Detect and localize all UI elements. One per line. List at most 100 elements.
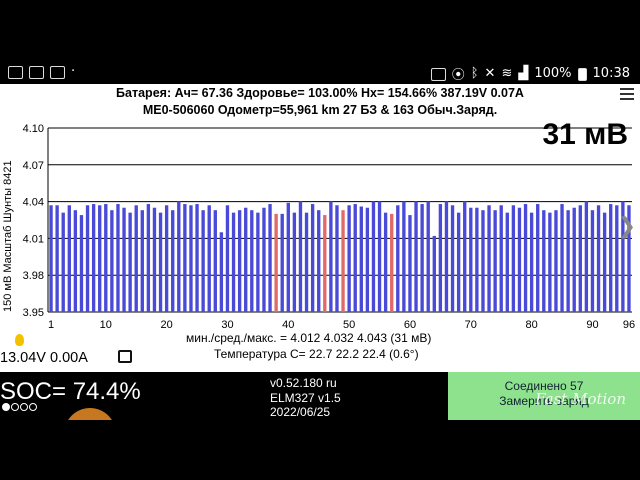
cell-bar[interactable]	[67, 205, 71, 312]
cell-bar[interactable]	[201, 210, 205, 312]
calendar-icon[interactable]	[118, 350, 132, 363]
cell-bar[interactable]	[621, 201, 625, 312]
lightbulb-icon[interactable]	[15, 334, 24, 346]
cell-bar[interactable]	[371, 201, 376, 312]
cell-bar[interactable]	[189, 205, 193, 312]
cell-bar[interactable]	[499, 205, 503, 312]
cell-bar[interactable]	[444, 201, 449, 312]
cell-bar[interactable]	[122, 207, 126, 312]
cell-bar-shunted[interactable]	[390, 213, 394, 312]
cell-bar[interactable]	[304, 212, 309, 312]
cell-bar[interactable]	[244, 207, 248, 312]
menu-icon[interactable]	[620, 88, 634, 100]
page-dot[interactable]	[11, 403, 19, 411]
cell-bar-shunted[interactable]	[341, 210, 345, 312]
cell-bar[interactable]	[49, 205, 53, 312]
cell-bar[interactable]	[456, 212, 461, 312]
cell-bar[interactable]	[110, 210, 114, 312]
cell-bar[interactable]	[213, 210, 217, 312]
cell-voltage-chart[interactable]: 4.10 4.07 4.04 4.01 3.98 3.95 1 10 20 30 40 50 60 70 8…	[0, 122, 640, 337]
cell-bar[interactable]	[383, 212, 388, 312]
cell-bar[interactable]	[134, 205, 138, 312]
cell-bar[interactable]	[426, 201, 430, 312]
cell-bar[interactable]	[146, 204, 151, 312]
cell-bar[interactable]	[335, 205, 339, 312]
cell-bar[interactable]	[262, 207, 266, 312]
cell-bar[interactable]	[560, 204, 564, 312]
cell-bar[interactable]	[578, 205, 582, 312]
cell-bar[interactable]	[140, 210, 144, 312]
cell-bar[interactable]	[280, 213, 284, 312]
page-indicator[interactable]	[2, 403, 37, 411]
cell-bar[interactable]	[596, 205, 601, 312]
next-page-arrow-icon[interactable]: ❯	[617, 214, 636, 239]
cell-bar[interactable]	[450, 205, 455, 312]
page-dot[interactable]	[29, 403, 37, 411]
cell-bar[interactable]	[523, 204, 528, 312]
cell-bar[interactable]	[231, 212, 236, 312]
cell-bar[interactable]	[225, 205, 230, 312]
cell-bar-shunted[interactable]	[274, 213, 278, 312]
cell-bar[interactable]	[438, 204, 443, 312]
cell-bar[interactable]	[359, 206, 363, 312]
cell-bar[interactable]	[317, 210, 321, 312]
cell-bar[interactable]	[627, 205, 631, 312]
cell-bar[interactable]	[98, 205, 102, 312]
cell-bar[interactable]	[481, 210, 485, 312]
cell-bar[interactable]	[609, 204, 613, 312]
cell-bar[interactable]	[183, 204, 187, 312]
cell-bar[interactable]	[73, 210, 78, 312]
cell-bar[interactable]	[195, 204, 199, 312]
cell-bar[interactable]	[347, 205, 351, 312]
cell-bar[interactable]	[164, 205, 169, 312]
cell-bar[interactable]	[475, 207, 479, 312]
cell-bar[interactable]	[298, 201, 303, 312]
cell-bar[interactable]	[256, 212, 260, 312]
cell-bar[interactable]	[250, 210, 254, 312]
cell-bar[interactable]	[365, 207, 370, 312]
cell-bar[interactable]	[517, 207, 522, 312]
cell-bar[interactable]	[536, 204, 540, 312]
cell-bar[interactable]	[79, 215, 84, 312]
cell-bar[interactable]	[469, 207, 473, 312]
cell-bar[interactable]	[329, 201, 333, 312]
connection-status-button[interactable]: Соединено 57 Замерить заряд Fast Motion	[448, 372, 640, 420]
cell-bar[interactable]	[268, 204, 272, 312]
cell-bar[interactable]	[554, 210, 558, 312]
cell-bar[interactable]	[511, 205, 516, 312]
cell-bar[interactable]	[432, 235, 436, 312]
cell-bar[interactable]	[152, 207, 157, 312]
cell-bar[interactable]	[91, 204, 96, 312]
cell-bar[interactable]	[219, 232, 224, 312]
cell-bar[interactable]	[542, 210, 546, 312]
cell-bar[interactable]	[396, 205, 400, 312]
cell-bar[interactable]	[104, 204, 108, 312]
cell-bar[interactable]	[615, 205, 619, 312]
cell-bar[interactable]	[420, 204, 424, 312]
cell-bar[interactable]	[463, 201, 467, 312]
cell-bar-shunted[interactable]	[323, 215, 327, 312]
page-dot[interactable]	[2, 403, 10, 411]
cell-bar[interactable]	[128, 212, 132, 312]
cell-bar[interactable]	[310, 204, 315, 312]
cell-bar[interactable]	[353, 204, 357, 312]
cell-bar[interactable]	[408, 215, 412, 312]
page-dot[interactable]	[20, 403, 28, 411]
cell-bar[interactable]	[292, 212, 297, 312]
cell-bar[interactable]	[548, 212, 552, 312]
cell-bar[interactable]	[572, 207, 576, 312]
cell-bar[interactable]	[61, 212, 65, 312]
cell-bar[interactable]	[207, 205, 211, 312]
cell-bar[interactable]	[177, 201, 181, 312]
cell-bar[interactable]	[590, 210, 595, 312]
cell-bar[interactable]	[85, 205, 90, 312]
cell-bar[interactable]	[158, 212, 163, 312]
cell-bar[interactable]	[286, 202, 290, 312]
cell-bar[interactable]	[493, 210, 497, 312]
cell-bar[interactable]	[402, 201, 406, 312]
cell-bar[interactable]	[55, 205, 59, 312]
cell-bar[interactable]	[237, 210, 242, 312]
cell-bar[interactable]	[566, 210, 570, 312]
cell-bar[interactable]	[377, 201, 382, 312]
cell-bar[interactable]	[584, 201, 589, 312]
